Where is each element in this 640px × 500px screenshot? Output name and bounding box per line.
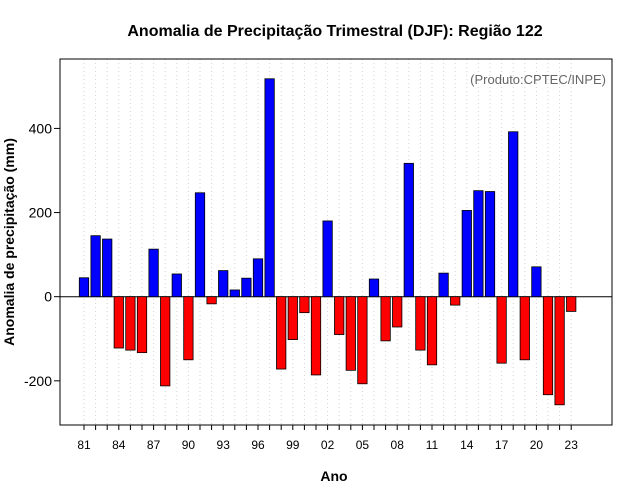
bar-2007 (380, 296, 391, 342)
bar-2018 (508, 131, 519, 298)
bar-2008 (392, 296, 403, 328)
bar-2016 (484, 191, 496, 298)
bar-1987 (148, 248, 159, 298)
bar-2022 (554, 296, 565, 406)
bar-2000 (299, 296, 310, 314)
x-tick-label: 99 (286, 438, 300, 452)
y-tick-label: -200 (24, 373, 52, 389)
bars-group (78, 78, 577, 406)
x-tick-label: 02 (321, 438, 335, 452)
bar-1995 (241, 277, 252, 298)
bar-1991 (194, 192, 206, 298)
x-tick-label: 08 (391, 438, 405, 452)
x-tick-label: 84 (112, 438, 126, 452)
x-tick-label: 90 (182, 438, 196, 452)
bar-2004 (345, 296, 356, 371)
bar-2015 (473, 190, 484, 298)
x-tick-label: 17 (495, 438, 509, 452)
bar-2021 (542, 296, 554, 396)
y-tick-label: 200 (29, 205, 53, 221)
y-tick-label: 0 (44, 289, 52, 305)
bar-1990 (183, 296, 194, 361)
bar-1981 (78, 277, 90, 298)
bar-2013 (450, 296, 461, 306)
x-tick-label: 05 (356, 438, 370, 452)
source-annotation: (Produto:CPTEC/INPE) (470, 72, 606, 87)
bar-2010 (415, 296, 426, 351)
bar-1986 (136, 296, 148, 354)
x-tick-label: 96 (251, 438, 265, 452)
bar-1983 (102, 238, 113, 298)
bar-2005 (357, 296, 368, 385)
x-axis: 81 84 87 90 93 96 99 02 05 08 11 14 17 20 23 (77, 425, 578, 452)
x-tick-label: 81 (77, 438, 91, 452)
bar-1992 (206, 296, 217, 305)
bar-2001 (310, 296, 322, 376)
bar-1985 (125, 296, 136, 351)
bar-1996 (252, 258, 264, 298)
bar-1989 (171, 273, 182, 298)
bar-1997 (264, 78, 275, 298)
bar-2014 (461, 210, 472, 298)
bar-2009 (403, 162, 414, 298)
bar-1999 (287, 296, 298, 341)
y-axis-label: Anomalia de precipitação (mm) (1, 138, 17, 346)
x-tick-label: 11 (426, 438, 439, 452)
bar-2020 (531, 266, 542, 298)
bar-1998 (276, 296, 287, 370)
bar-2017 (496, 296, 507, 364)
bar-1982 (90, 235, 101, 298)
bar-2011 (426, 296, 438, 366)
x-tick-label: 14 (460, 438, 474, 452)
chart-title: Anomalia de Precipitação Trimestral (DJF… (127, 23, 542, 40)
bar-2003 (334, 296, 345, 335)
bar-1984 (113, 296, 124, 349)
bar-2006 (368, 278, 380, 298)
plot-frame (59, 58, 613, 426)
x-tick-label: 23 (565, 438, 579, 452)
bar-2002 (322, 220, 333, 298)
bar-2023 (566, 296, 577, 312)
bar-2012 (438, 272, 449, 298)
bar-1993 (218, 270, 229, 298)
y-tick-label: 400 (29, 120, 53, 136)
bar-1988 (160, 296, 171, 387)
x-tick-label: 87 (147, 438, 161, 452)
x-tick-label: 93 (217, 438, 231, 452)
bar-2019 (519, 296, 530, 361)
x-tick-label: 20 (530, 438, 544, 452)
x-axis-label: Ano (320, 468, 347, 484)
y-axis: -200 0 200 400 (24, 120, 60, 389)
bar-1994 (229, 289, 240, 298)
